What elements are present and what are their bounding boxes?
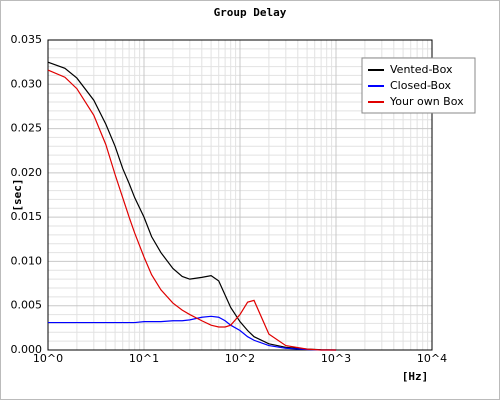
- y-tick-label: 0.000: [11, 343, 43, 356]
- legend-label: Vented-Box: [390, 63, 453, 76]
- x-tick-label: 10^0: [33, 352, 63, 365]
- x-tick-label: 10^4: [417, 352, 447, 365]
- y-tick-label: 0.030: [11, 77, 43, 90]
- data-line: [47, 61, 337, 351]
- x-axis-label: [Hz]: [402, 370, 429, 383]
- x-tick-label: 10^3: [321, 352, 351, 365]
- y-tick-label: 0.035: [11, 33, 43, 46]
- y-axis-label: [sec]: [11, 178, 24, 211]
- y-tick-label: 0.005: [11, 299, 43, 312]
- data-line: [47, 69, 336, 351]
- y-tick-label: 0.015: [11, 210, 43, 223]
- legend-label: Your own Box: [389, 95, 464, 108]
- chart-title: Group Delay: [214, 6, 287, 19]
- y-tick-label: 0.020: [11, 166, 43, 179]
- plot-frame: [47, 39, 433, 351]
- y-tick-label: 0.010: [11, 254, 43, 267]
- data-line: [48, 315, 336, 351]
- legend-label: Closed-Box: [390, 79, 451, 92]
- x-tick-label: 10^1: [129, 352, 159, 365]
- x-tick-label: 10^2: [225, 352, 255, 365]
- y-tick-label: 0.025: [11, 122, 43, 135]
